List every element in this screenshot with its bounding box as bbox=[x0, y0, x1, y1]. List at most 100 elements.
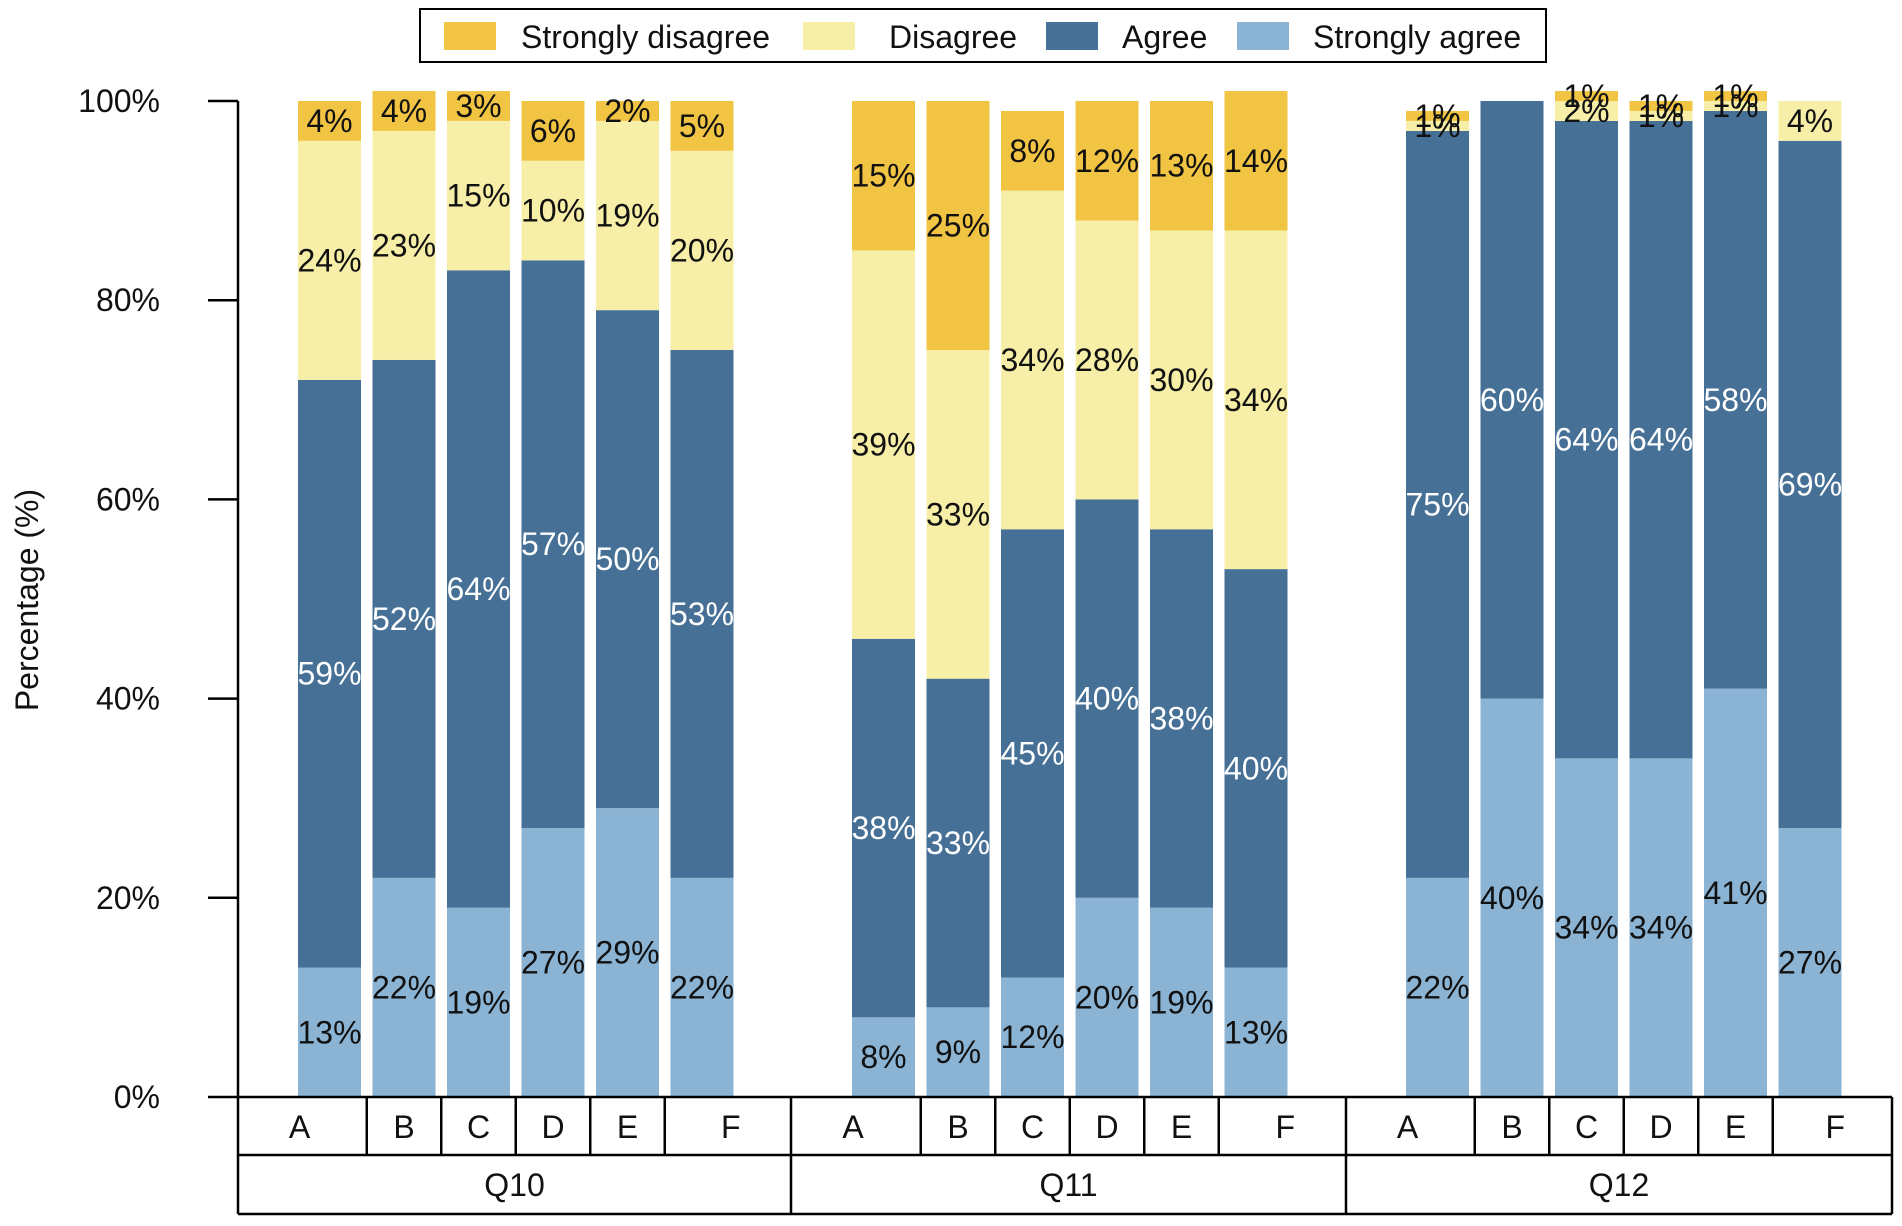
data-label-q10-f-disagree: 20% bbox=[670, 232, 734, 268]
y-tick-label: 60% bbox=[96, 481, 160, 517]
bar-q10-c-disagree bbox=[447, 120, 510, 271]
x-group-label-q12: Q12 bbox=[1589, 1167, 1649, 1203]
data-label-q10-a-strongly-disagree: 4% bbox=[306, 103, 352, 139]
data-label-q11-e-strongly-disagree: 13% bbox=[1149, 148, 1213, 184]
data-label-q12-a-agree: 75% bbox=[1405, 486, 1469, 522]
bar-q10-b-strongly-agree bbox=[372, 877, 436, 1097]
x-category-label-q10-c: C bbox=[467, 1109, 490, 1145]
bar-q11-f-strongly-agree bbox=[1224, 967, 1288, 1097]
x-category-label-q11-b: B bbox=[947, 1109, 968, 1145]
bar-q11-c-strongly-disagree bbox=[1001, 110, 1064, 191]
data-label-q12-a-strongly-agree: 22% bbox=[1405, 969, 1469, 1005]
bar-q10-c-strongly-agree bbox=[447, 907, 510, 1097]
data-label-q12-f-agree: 69% bbox=[1778, 466, 1842, 502]
bar-q10-b-disagree bbox=[372, 130, 436, 360]
data-label-q12-e-strongly-disagree: 1% bbox=[1712, 78, 1758, 114]
data-label-q10-d-disagree: 10% bbox=[521, 193, 585, 229]
bar-q11-d-strongly-disagree bbox=[1075, 101, 1139, 221]
bar-q10-f-strongly-agree bbox=[670, 877, 734, 1097]
data-label-q11-b-strongly-disagree: 25% bbox=[926, 208, 990, 244]
data-label-q10-e-strongly-disagree: 2% bbox=[604, 93, 650, 129]
x-category-label-q10-f: F bbox=[721, 1109, 741, 1145]
data-label-q12-c-disagree: 2% bbox=[1563, 93, 1609, 129]
data-label-q11-d-disagree: 28% bbox=[1075, 342, 1139, 378]
bar-q12-e-agree bbox=[1704, 110, 1767, 689]
bar-q11-d-strongly-agree bbox=[1075, 897, 1139, 1097]
bar-q11-a-disagree bbox=[852, 250, 915, 639]
data-label-q10-a-strongly-agree: 13% bbox=[297, 1014, 361, 1050]
data-label-q10-b-strongly-agree: 22% bbox=[372, 969, 436, 1005]
bar-q12-a-disagree bbox=[1406, 120, 1469, 131]
data-label-q12-e-agree: 58% bbox=[1703, 382, 1767, 418]
data-label-q10-d-strongly-disagree: 6% bbox=[530, 113, 576, 149]
data-label-q11-f-strongly-disagree: 14% bbox=[1224, 143, 1288, 179]
data-label-q11-f-disagree: 34% bbox=[1224, 382, 1288, 418]
y-tick-label: 20% bbox=[96, 880, 160, 916]
x-category-label-q10-e: E bbox=[617, 1109, 638, 1145]
data-label-q11-d-strongly-agree: 20% bbox=[1075, 979, 1139, 1015]
data-label-q11-d-strongly-disagree: 12% bbox=[1075, 143, 1139, 179]
bar-q11-c-strongly-agree bbox=[1001, 977, 1064, 1097]
bar-q12-e-strongly-agree bbox=[1704, 688, 1767, 1097]
bar-q12-d-strongly-disagree bbox=[1629, 101, 1693, 111]
data-label-q12-a-strongly-disagree: 1% bbox=[1414, 98, 1460, 134]
bar-q11-e-disagree bbox=[1150, 230, 1213, 530]
data-label-q11-e-strongly-agree: 19% bbox=[1149, 984, 1213, 1020]
data-label-q11-b-strongly-agree: 9% bbox=[935, 1034, 981, 1070]
data-labels: 13% 59% 24% 4% 22% 52% 23% 4% 19% 64% 15% 3% 27% 57% 1… bbox=[297, 78, 1842, 1075]
bar-q12-d-agree bbox=[1629, 120, 1693, 759]
bar-q11-d-disagree bbox=[1075, 220, 1139, 500]
data-label-q10-d-agree: 57% bbox=[521, 526, 585, 562]
bar-q12-c-strongly-disagree bbox=[1555, 91, 1618, 101]
data-label-q10-e-disagree: 19% bbox=[595, 198, 659, 234]
bar-q11-c-disagree bbox=[1001, 190, 1064, 530]
bar-q11-f-strongly-disagree bbox=[1224, 91, 1288, 231]
bar-q11-a-agree bbox=[852, 638, 915, 1018]
data-label-q11-e-agree: 38% bbox=[1149, 701, 1213, 737]
data-label-q10-c-strongly-disagree: 3% bbox=[455, 88, 501, 124]
x-category-label-q11-f: F bbox=[1275, 1109, 1295, 1145]
bar-q10-f-strongly-disagree bbox=[670, 101, 734, 151]
bars bbox=[298, 91, 1842, 1097]
bar-q12-d-strongly-agree bbox=[1629, 758, 1693, 1097]
x-category-label-q12-e: E bbox=[1725, 1109, 1746, 1145]
bar-q10-b-agree bbox=[372, 359, 436, 878]
legend-swatch-strongly-agree bbox=[1237, 22, 1289, 50]
data-label-q12-c-agree: 64% bbox=[1554, 422, 1618, 458]
data-label-q12-c-strongly-disagree: 1% bbox=[1563, 78, 1609, 114]
data-label-q12-d-disagree: 1% bbox=[1638, 98, 1684, 134]
bar-q10-a-disagree bbox=[298, 140, 361, 380]
legend-label-strongly-disagree: Strongly disagree bbox=[521, 19, 770, 55]
bar-q12-c-disagree bbox=[1555, 101, 1618, 121]
data-label-q10-b-disagree: 23% bbox=[372, 227, 436, 263]
legend-swatch-disagree bbox=[803, 22, 855, 50]
bar-q12-c-strongly-agree bbox=[1555, 758, 1618, 1097]
bar-q11-b-disagree bbox=[926, 350, 990, 679]
data-label-q11-a-strongly-agree: 8% bbox=[860, 1039, 906, 1075]
data-label-q10-d-strongly-agree: 27% bbox=[521, 945, 585, 981]
legend-label-strongly-agree: Strongly agree bbox=[1313, 19, 1521, 55]
data-label-q11-c-agree: 45% bbox=[1000, 735, 1064, 771]
data-label-q12-d-strongly-disagree: 1% bbox=[1638, 88, 1684, 124]
bar-q11-b-agree bbox=[926, 678, 990, 1008]
data-label-q12-e-disagree: 1% bbox=[1712, 88, 1758, 124]
y-tick-label: 0% bbox=[114, 1079, 160, 1115]
data-label-q12-b-strongly-agree: 40% bbox=[1480, 880, 1544, 916]
data-label-q11-b-disagree: 33% bbox=[926, 496, 990, 532]
data-label-q10-f-agree: 53% bbox=[670, 596, 734, 632]
data-label-q11-e-disagree: 30% bbox=[1149, 362, 1213, 398]
bar-q12-a-agree bbox=[1406, 130, 1469, 878]
bar-q10-a-strongly-agree bbox=[298, 967, 361, 1097]
data-label-q10-b-strongly-disagree: 4% bbox=[381, 93, 427, 129]
bar-q10-d-strongly-disagree bbox=[521, 101, 585, 161]
bar-q11-a-strongly-agree bbox=[852, 1017, 915, 1097]
bar-q12-e-strongly-disagree bbox=[1704, 91, 1767, 101]
data-label-q10-e-agree: 50% bbox=[595, 541, 659, 577]
data-label-q11-f-agree: 40% bbox=[1224, 750, 1288, 786]
data-label-q12-f-strongly-agree: 27% bbox=[1778, 945, 1842, 981]
legend: Strongly disagree Disagree Agree Strongly a… bbox=[419, 8, 1547, 63]
y-tick-label: 40% bbox=[96, 681, 160, 717]
data-label-q12-e-strongly-agree: 41% bbox=[1703, 875, 1767, 911]
bar-q11-e-agree bbox=[1150, 529, 1213, 908]
bar-q12-d-disagree bbox=[1629, 110, 1693, 121]
